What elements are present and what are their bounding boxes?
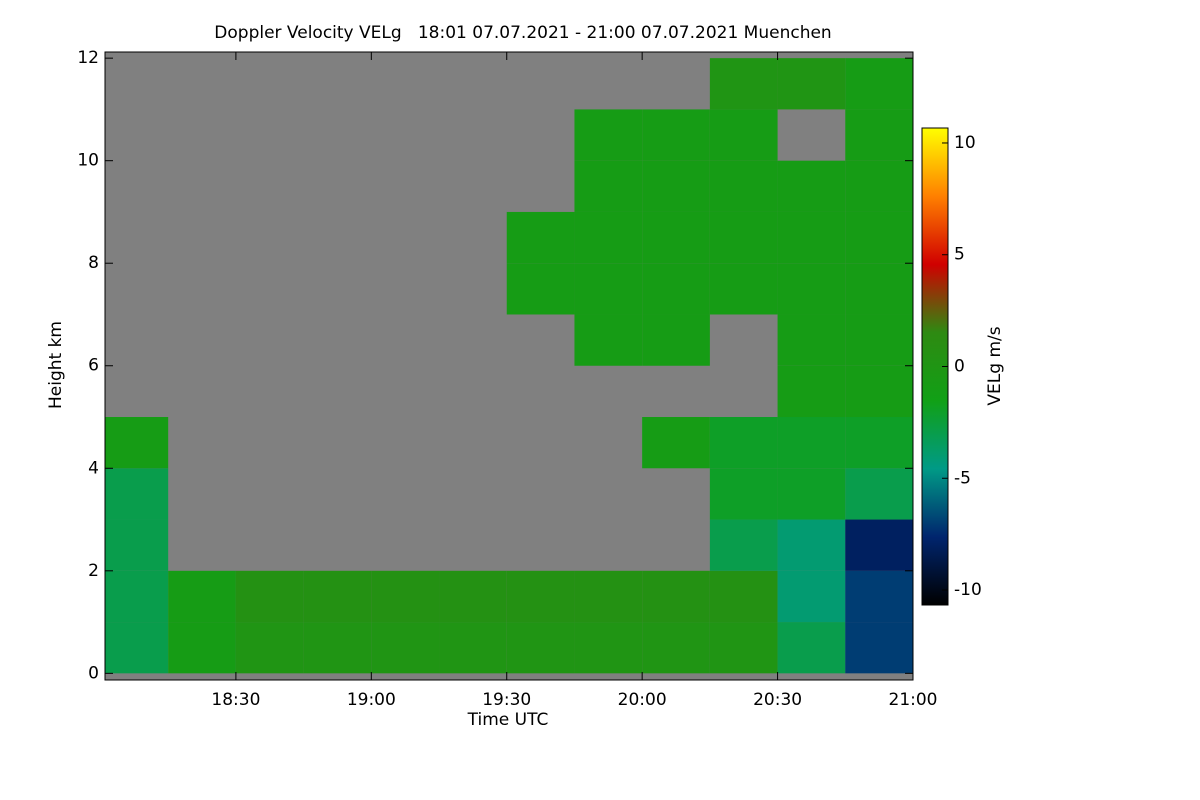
x-tick-label: 20:30: [753, 690, 802, 710]
colorbar-label: VELg m/s: [985, 326, 1005, 405]
heatmap-cell: [777, 622, 846, 674]
heatmap-cell: [777, 160, 846, 212]
y-tick-label: 10: [77, 151, 99, 171]
heatmap-cell: [845, 58, 913, 110]
x-tick-label: 19:30: [482, 690, 531, 710]
heatmap-cell: [574, 109, 643, 161]
colorbar-tick-label: 0: [954, 357, 965, 377]
heatmap-cell: [303, 622, 372, 674]
y-axis-label: Height km: [46, 321, 66, 409]
heatmap-cell: [709, 160, 778, 212]
heatmap-cell: [709, 622, 778, 674]
heatmap-cell: [168, 570, 236, 623]
colorbar-tick-label: 10: [954, 133, 976, 153]
heatmap-cell: [642, 109, 710, 161]
heatmap-cell: [642, 417, 710, 469]
heatmap-cell: [845, 468, 913, 520]
heatmap-cell: [303, 570, 372, 623]
heatmap-cell: [642, 622, 710, 674]
heatmap-cell: [439, 570, 507, 623]
heatmap-cell: [777, 211, 846, 264]
heatmap-cell: [777, 570, 846, 623]
heatmap-cell: [845, 314, 913, 366]
heatmap-cell: [845, 417, 913, 469]
heatmap-cell: [642, 160, 710, 212]
heatmap-cell: [168, 622, 236, 674]
heatmap-cell: [845, 263, 913, 315]
heatmap-cell: [574, 160, 643, 212]
heatmap-cell: [845, 160, 913, 212]
heatmap-cell: [845, 519, 913, 571]
heatmap-cell: [709, 263, 778, 315]
heatmap-cell: [709, 58, 778, 110]
y-tick-label: 6: [88, 356, 99, 376]
heatmap-cell: [777, 314, 846, 366]
heatmap-cell: [574, 263, 643, 315]
heatmap-cell: [845, 109, 913, 161]
heatmap-cell: [709, 519, 778, 571]
heatmap-cell: [574, 622, 643, 674]
heatmap-cell: [235, 622, 304, 674]
heatmap-cell: [642, 314, 710, 366]
heatmap-cell: [777, 417, 846, 469]
heatmap-cell: [105, 468, 169, 520]
heatmap-cell: [709, 570, 778, 623]
heatmap-cell: [574, 314, 643, 366]
heatmap-cell: [105, 519, 169, 571]
y-tick-label: 12: [77, 48, 99, 68]
heatmap-cell: [105, 570, 169, 623]
x-tick-label: 18:30: [211, 690, 260, 710]
heatmap-cell: [709, 211, 778, 264]
heatmap-cell: [845, 211, 913, 264]
heatmap-cell: [709, 417, 778, 469]
y-tick-label: 4: [88, 458, 99, 478]
colorbar-tick-label: -5: [954, 468, 971, 488]
heatmap-cell: [642, 570, 710, 623]
heatmap-cell: [235, 570, 304, 623]
heatmap-cell: [506, 211, 575, 264]
heatmap-cell: [777, 519, 846, 571]
heatmap-cell: [506, 263, 575, 315]
heatmap-cell: [777, 58, 846, 110]
heatmap-cell: [574, 570, 643, 623]
heatmap-cells: [105, 58, 913, 674]
heatmap-cell: [506, 622, 575, 674]
heatmap-cell: [777, 468, 846, 520]
x-tick-label: 21:00: [889, 690, 938, 710]
heatmap-cell: [845, 570, 913, 623]
colorbar-tick-label: -10: [954, 580, 982, 600]
y-tick-label: 8: [88, 253, 99, 273]
heatmap-cell: [845, 365, 913, 418]
heatmap-cell: [574, 211, 643, 264]
x-tick-label: 19:00: [347, 690, 396, 710]
heatmap-cell: [709, 468, 778, 520]
chart-title: Doppler Velocity VELg 18:01 07.07.2021 -…: [214, 23, 831, 43]
heatmap-cell: [777, 263, 846, 315]
x-axis-label: Time UTC: [467, 710, 549, 730]
heatmap-cell: [845, 622, 913, 674]
heatmap-cell: [709, 109, 778, 161]
heatmap-cell: [506, 570, 575, 623]
y-tick-label: 0: [88, 663, 99, 683]
heatmap-cell: [371, 622, 440, 674]
heatmap-cell: [642, 263, 710, 315]
heatmap-cell: [777, 365, 846, 418]
heatmap-cell: [642, 211, 710, 264]
heatmap-cell: [439, 622, 507, 674]
heatmap-cell: [105, 417, 169, 469]
heatmap-cell: [105, 622, 169, 674]
y-tick-label: 2: [88, 561, 99, 581]
colorbar-tick-label: 5: [954, 245, 965, 265]
heatmap-cell: [371, 570, 440, 623]
x-tick-label: 20:00: [618, 690, 667, 710]
